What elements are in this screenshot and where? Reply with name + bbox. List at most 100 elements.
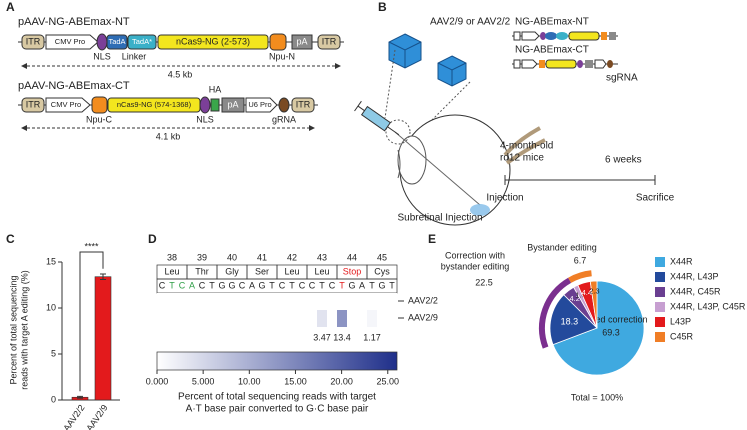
base: T	[209, 280, 215, 290]
base: G	[348, 280, 355, 290]
heat-cell	[247, 293, 257, 310]
heat-cell	[317, 310, 327, 327]
value-label: 4.2	[570, 294, 580, 303]
construct-title: pAAV-NG-ABEmax-CT	[18, 80, 130, 92]
heat-cell	[307, 310, 317, 327]
part: pA	[227, 99, 238, 109]
part: nCas9-NG (2-573)	[176, 36, 250, 46]
heat-cell	[217, 293, 227, 310]
heat-cell	[377, 293, 387, 310]
value-label: 3.47	[313, 332, 331, 342]
base: T	[289, 280, 295, 290]
arc-value: 22.5	[475, 277, 493, 287]
base: T	[269, 280, 275, 290]
heat-cell	[207, 293, 217, 310]
error-bar	[77, 395, 83, 399]
value-label: 2.3	[589, 286, 599, 295]
mini-title: NG-ABEmax-CT	[515, 45, 589, 56]
pie-slice	[589, 280, 598, 329]
base: C	[199, 280, 206, 290]
heat-cell	[197, 293, 207, 310]
base: G	[378, 280, 385, 290]
panel-label: A	[6, 0, 15, 14]
heat-cell	[327, 310, 337, 327]
value-label: 69.3	[602, 327, 620, 337]
colorbar-tick-label: 15.00	[284, 376, 307, 386]
arc-value: 6.7	[574, 255, 587, 265]
heat-cell	[157, 293, 167, 310]
legend-label: X44R, C45R	[670, 286, 721, 296]
value-label: 1.6	[575, 290, 585, 299]
heat-cell	[297, 293, 307, 310]
heat-cell	[187, 293, 197, 310]
heat-cell	[297, 310, 307, 327]
heat-cell	[187, 310, 197, 327]
heat-cell	[287, 310, 297, 327]
heat-cell	[387, 293, 397, 310]
heat-cell	[177, 310, 187, 327]
x-tick-label: AAV2/9	[84, 403, 109, 430]
panel-labels: A B C D E	[6, 0, 436, 246]
value-label: 1.17	[363, 332, 381, 342]
base: T	[339, 280, 345, 290]
sgrna-label: sgRNA	[606, 73, 638, 84]
part: TadA	[108, 37, 125, 46]
base: T	[389, 280, 395, 290]
heat-cell	[197, 310, 207, 327]
y-tick-label: 5	[51, 348, 56, 358]
codon-number: 38	[167, 252, 177, 262]
heat-cell	[237, 310, 247, 327]
codon-number: 42	[287, 252, 297, 262]
legend-label: L43P	[670, 316, 691, 326]
amino-acid: Stop	[343, 266, 362, 276]
row-label: AAV2/9	[408, 312, 438, 322]
heat-cell	[347, 310, 357, 327]
legend-swatch	[655, 317, 665, 327]
heat-cell	[387, 310, 397, 327]
error-bar	[100, 273, 106, 280]
heat-cell	[157, 310, 167, 327]
legend-label: X44R	[670, 256, 693, 266]
base: A	[189, 280, 195, 290]
codon-number: 44	[347, 252, 357, 262]
legend-swatch	[655, 272, 665, 282]
row-label: AAV2/2	[408, 295, 438, 305]
legend-swatch	[655, 257, 665, 267]
y-axis-label: reads with target A editing (%)	[19, 270, 29, 390]
value-label: 4.4	[582, 288, 592, 297]
x-tick-label: AAV2/2	[61, 403, 86, 430]
value-label: 13.4	[333, 332, 351, 342]
bar	[94, 276, 112, 401]
codon-number: 41	[257, 252, 267, 262]
note: NLS	[196, 114, 214, 124]
part: ITR	[26, 99, 41, 109]
y-tick-label: 0	[51, 394, 56, 404]
heat-cell	[227, 293, 237, 310]
y-tick-label: 10	[46, 302, 56, 312]
part: CMV Pro	[51, 100, 81, 109]
heat-cell	[247, 310, 257, 327]
panel-label: C	[6, 232, 15, 246]
amino-acid: Gly	[225, 266, 239, 276]
pie-slice	[549, 294, 598, 346]
amino-acid: Thr	[195, 266, 209, 276]
colorbar-tick-label: 10.00	[238, 376, 261, 386]
center-label: Desired correction	[574, 314, 647, 324]
value-label: 18.3	[561, 316, 579, 326]
part: U6 Pro	[248, 100, 271, 109]
size: 4.5 kb	[168, 69, 193, 79]
heat-cell	[277, 310, 287, 327]
schematic: AAV2/9 or AAV2/2 NG-ABEmax-NT NG-ABEmax-…	[354, 17, 675, 226]
base: C	[279, 280, 286, 290]
heat-cell	[237, 293, 247, 310]
arc-label: Bystander editing	[527, 242, 597, 252]
part: nCas9-NG (574-1368)	[117, 100, 192, 109]
heat-cell	[307, 293, 317, 310]
base: C	[329, 280, 336, 290]
outer-arc	[539, 277, 572, 349]
heat-cell	[217, 310, 227, 327]
base: C	[159, 280, 166, 290]
base: G	[258, 280, 265, 290]
mice: rd12 mice	[500, 153, 544, 164]
